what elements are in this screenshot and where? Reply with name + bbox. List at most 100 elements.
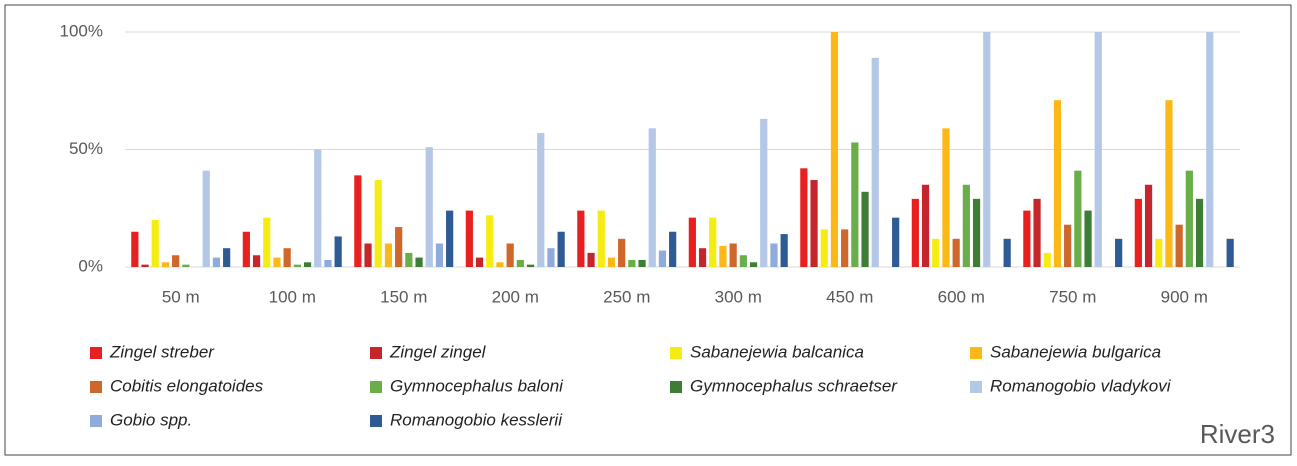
bar bbox=[151, 220, 159, 267]
bar bbox=[729, 243, 737, 267]
y-tick-label: 50% bbox=[69, 139, 103, 158]
bar bbox=[475, 257, 484, 267]
bar bbox=[415, 257, 423, 267]
x-tick-label: 50 m bbox=[162, 287, 200, 306]
legend-swatch bbox=[90, 415, 102, 427]
bar bbox=[374, 180, 382, 267]
bar bbox=[1134, 198, 1142, 267]
bar bbox=[324, 259, 332, 267]
bar bbox=[577, 210, 585, 267]
x-tick-label: 100 m bbox=[269, 287, 316, 306]
bar bbox=[1084, 210, 1092, 267]
bar bbox=[739, 255, 747, 267]
bar bbox=[516, 259, 524, 267]
bar bbox=[698, 248, 707, 267]
bar bbox=[172, 255, 180, 267]
legend-swatch bbox=[970, 381, 982, 393]
bar bbox=[952, 238, 960, 267]
bar bbox=[1155, 238, 1163, 267]
bar bbox=[810, 180, 818, 267]
bar bbox=[1195, 198, 1204, 267]
bar bbox=[425, 147, 433, 267]
bar bbox=[212, 257, 221, 267]
legend-label: Romanogobio vladykovi bbox=[990, 376, 1172, 395]
bar bbox=[709, 217, 717, 267]
bar bbox=[820, 229, 828, 267]
bar bbox=[202, 170, 210, 267]
legend-swatch bbox=[370, 381, 382, 393]
x-tick-label: 900 m bbox=[1161, 287, 1208, 306]
legend-swatch bbox=[370, 415, 382, 427]
bar bbox=[1033, 198, 1041, 267]
bar bbox=[252, 255, 261, 267]
bar bbox=[435, 243, 444, 267]
bar bbox=[446, 210, 454, 267]
legend-swatch bbox=[370, 347, 382, 359]
bar bbox=[749, 262, 758, 267]
bar bbox=[1175, 224, 1183, 267]
bar bbox=[983, 32, 991, 267]
y-tick-label: 100% bbox=[60, 21, 103, 40]
bar bbox=[972, 198, 981, 267]
legend-label: Cobitis elongatoides bbox=[110, 376, 264, 395]
annotation: River3 bbox=[1200, 419, 1275, 449]
bar bbox=[1115, 238, 1123, 267]
x-tick-label: 600 m bbox=[938, 287, 985, 306]
x-tick-label: 200 m bbox=[492, 287, 539, 306]
legend-swatch bbox=[670, 347, 682, 359]
bar bbox=[506, 243, 514, 267]
bar bbox=[851, 142, 859, 267]
bar bbox=[942, 128, 950, 267]
x-tick-label: 750 m bbox=[1049, 287, 1096, 306]
bar bbox=[557, 231, 565, 267]
bar bbox=[1064, 224, 1072, 267]
bar bbox=[1226, 238, 1234, 267]
bar bbox=[597, 210, 605, 267]
bar bbox=[658, 250, 667, 267]
bar bbox=[1094, 32, 1102, 267]
x-tick-label: 450 m bbox=[826, 287, 873, 306]
bar bbox=[537, 133, 545, 267]
x-tick-label: 250 m bbox=[603, 287, 650, 306]
bar bbox=[364, 243, 372, 267]
bar bbox=[921, 184, 930, 267]
bar bbox=[314, 149, 322, 267]
x-tick-label: 300 m bbox=[715, 287, 762, 306]
bar bbox=[719, 245, 727, 267]
legend-swatch bbox=[970, 347, 982, 359]
legend-label: Sabanejewia balcanica bbox=[690, 342, 864, 361]
bar bbox=[1003, 238, 1011, 267]
bar bbox=[962, 184, 970, 267]
bar bbox=[770, 243, 778, 267]
bar bbox=[760, 118, 768, 267]
bar bbox=[263, 217, 271, 267]
legend-label: Gobio spp. bbox=[110, 410, 192, 429]
bar bbox=[618, 238, 626, 267]
bar bbox=[1144, 184, 1153, 267]
bar bbox=[1074, 170, 1082, 267]
legend-label: Zingel streber bbox=[109, 342, 215, 361]
bar bbox=[892, 217, 900, 267]
bar bbox=[405, 252, 413, 267]
bar bbox=[283, 248, 291, 267]
bar bbox=[628, 259, 636, 267]
legend-label: Gymnocephalus baloni bbox=[390, 376, 564, 395]
bar bbox=[131, 231, 139, 267]
bar bbox=[830, 32, 839, 267]
bar bbox=[141, 264, 149, 267]
bar bbox=[465, 210, 473, 267]
legend-swatch bbox=[670, 381, 682, 393]
bar bbox=[334, 236, 342, 267]
bar bbox=[273, 257, 281, 267]
bar bbox=[932, 238, 940, 267]
bar bbox=[861, 191, 869, 267]
bar bbox=[1165, 100, 1173, 268]
bar bbox=[182, 264, 190, 267]
bar bbox=[638, 259, 646, 267]
legend-swatch bbox=[90, 381, 102, 393]
bar bbox=[1043, 252, 1051, 267]
bar bbox=[293, 264, 301, 267]
bar bbox=[841, 229, 849, 267]
bar bbox=[1206, 32, 1214, 267]
